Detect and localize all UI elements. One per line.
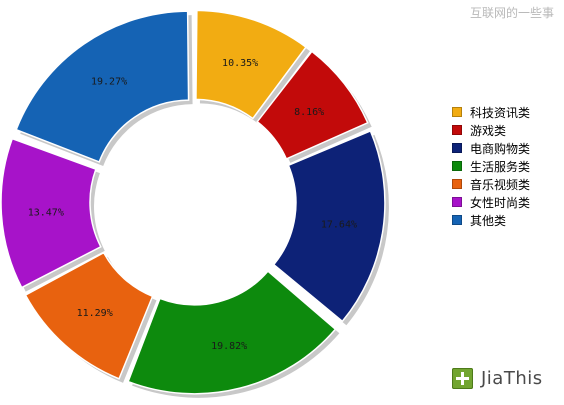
legend-item: 科技资讯类 xyxy=(452,103,530,121)
legend-label: 其他类 xyxy=(470,213,507,228)
slice-label: 8.16% xyxy=(294,107,324,118)
legend-swatch xyxy=(452,107,462,117)
legend-item: 游戏类 xyxy=(452,121,530,139)
pie-slice[interactable] xyxy=(15,10,190,163)
slice-label: 17.64% xyxy=(321,220,357,231)
jiathis-brand[interactable]: JiaThis xyxy=(452,368,543,389)
legend-swatch xyxy=(452,179,462,189)
legend-swatch xyxy=(452,215,462,225)
legend-item: 其他类 xyxy=(452,211,530,229)
pie-slice[interactable] xyxy=(127,270,337,395)
legend-swatch xyxy=(452,143,462,153)
pie-slice[interactable] xyxy=(195,9,308,120)
legend-swatch xyxy=(452,125,462,135)
chart-legend: 科技资讯类游戏类电商购物类生活服务类音乐视频类女性时尚类其他类 xyxy=(452,103,530,229)
legend-item: 生活服务类 xyxy=(452,157,530,175)
legend-label: 音乐视频类 xyxy=(470,177,531,192)
legend-item: 音乐视频类 xyxy=(452,175,530,193)
brand-name: JiaThis xyxy=(481,368,543,389)
pie-slice[interactable] xyxy=(24,251,154,380)
slice-label: 19.82% xyxy=(211,341,247,352)
pie-slice[interactable] xyxy=(0,137,102,289)
slice-labels: 10.35% 8.16% 17.64% 19.82% 11.29% 13.47% 19.27… xyxy=(28,58,357,352)
slice-label: 10.35% xyxy=(222,58,258,69)
slice-label: 13.47% xyxy=(28,207,64,218)
legend-swatch xyxy=(452,197,462,207)
chart-slices xyxy=(0,9,386,395)
legend-label: 女性时尚类 xyxy=(470,195,531,210)
legend-label: 科技资讯类 xyxy=(470,105,531,120)
slice-label: 19.27% xyxy=(91,77,127,88)
pie-slice[interactable] xyxy=(256,50,369,160)
slice-label: 11.29% xyxy=(77,308,113,319)
legend-label: 电商购物类 xyxy=(470,141,531,156)
plus-icon xyxy=(452,368,473,389)
legend-label: 游戏类 xyxy=(470,123,507,138)
legend-swatch xyxy=(452,161,462,171)
legend-label: 生活服务类 xyxy=(470,159,531,174)
legend-item: 女性时尚类 xyxy=(452,193,530,211)
legend-item: 电商购物类 xyxy=(452,139,530,157)
pie-slice[interactable] xyxy=(272,129,386,323)
watermark-text: 互联网的一些事 xyxy=(469,6,554,20)
